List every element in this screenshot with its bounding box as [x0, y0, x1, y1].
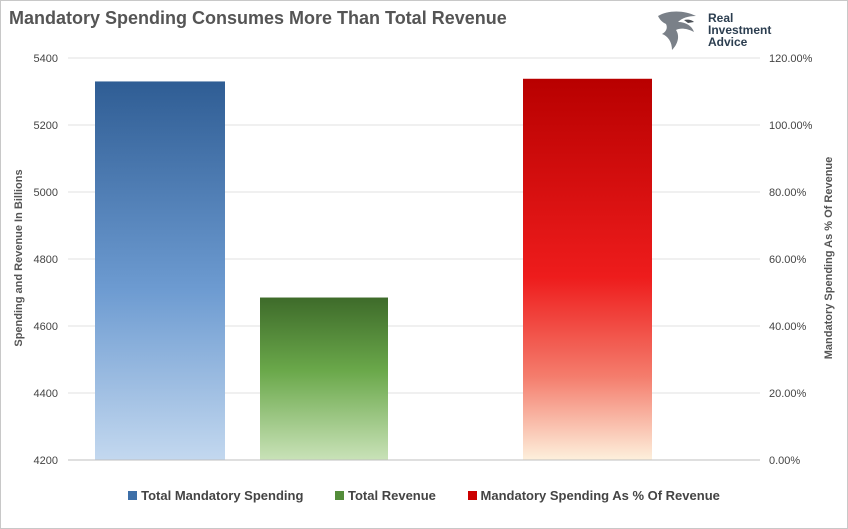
bars — [95, 78, 652, 461]
logo-line-2: Investment — [708, 23, 772, 37]
legend-swatch — [335, 491, 345, 501]
y-tick-label-left: 5200 — [34, 120, 58, 132]
logo-line-3: Advice — [708, 35, 748, 49]
legend-item-spending-pct-revenue: Mandatory Spending As % Of Revenue — [467, 488, 720, 503]
logo: Real Investment Advice — [654, 8, 794, 54]
legend: Total Mandatory Spending Total Revenue M… — [0, 488, 848, 503]
y-tick-label-left: 4400 — [34, 388, 58, 400]
legend-label: Total Mandatory Spending — [141, 488, 304, 503]
chart-title: Mandatory Spending Consumes More Than To… — [9, 8, 507, 28]
bar-mandatory-spending-as-of-revenue — [523, 78, 652, 461]
y-tick-label-right: 80.00% — [769, 187, 807, 199]
right-axis-ticks: 120.00% 100.00% 80.00% 60.00% 40.00% 20.00% 0.… — [769, 53, 813, 467]
y-tick-label-left: 4800 — [34, 254, 58, 266]
bar-total-revenue — [260, 297, 388, 460]
y-tick-label-left: 4600 — [34, 321, 58, 333]
left-axis-ticks: 5400 5200 5000 4800 4600 4400 4200 — [34, 53, 58, 467]
y-tick-label-right: 0.00% — [769, 455, 800, 467]
y-tick-label-right: 40.00% — [769, 321, 807, 333]
logo-text: Real Investment Advice — [708, 12, 771, 48]
y-tick-label-right: 20.00% — [769, 388, 807, 400]
y-tick-label-right: 60.00% — [769, 254, 807, 266]
y-axis-title-right: Mandatory Spending As % Of Revenue — [823, 157, 835, 360]
legend-swatch — [467, 491, 477, 501]
y-tick-label-left: 5400 — [34, 53, 58, 65]
legend-label: Total Revenue — [348, 488, 436, 503]
bar-total-mandatory-spending — [95, 81, 225, 460]
y-tick-label-right: 120.00% — [769, 53, 813, 65]
legend-item-mandatory-spending: Total Mandatory Spending — [128, 488, 303, 503]
logo-line-1: Real — [708, 11, 734, 25]
eagle-logo-icon — [658, 11, 696, 50]
y-tick-label-left: 5000 — [34, 187, 58, 199]
legend-label: Mandatory Spending As % Of Revenue — [480, 488, 720, 503]
y-tick-label-left: 4200 — [34, 455, 58, 467]
y-axis-title-left: Spending and Revenue In Billions — [13, 169, 25, 346]
legend-swatch — [128, 491, 138, 501]
y-tick-label-right: 100.00% — [769, 120, 813, 132]
legend-item-total-revenue: Total Revenue — [335, 488, 436, 503]
